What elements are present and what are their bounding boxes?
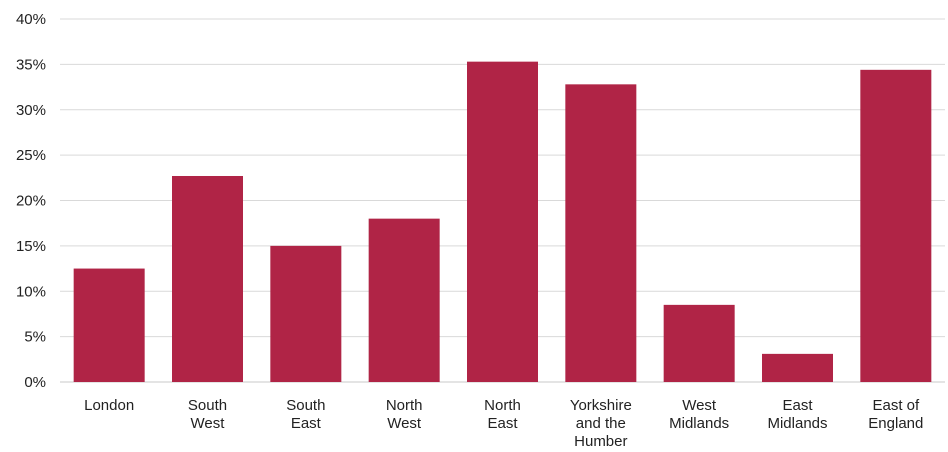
category-label: East of England bbox=[868, 397, 923, 432]
category-label-line: East bbox=[487, 415, 518, 432]
bar bbox=[565, 84, 637, 382]
category-label-line: England bbox=[868, 415, 923, 432]
y-tick-label: 5% bbox=[24, 329, 46, 346]
bar bbox=[860, 69, 932, 382]
category-label-line: North bbox=[386, 397, 423, 414]
y-tick-label: 40% bbox=[16, 11, 46, 28]
category-label: London bbox=[84, 397, 134, 414]
category-label: South East bbox=[286, 397, 325, 432]
category-label-line: Yorkshire bbox=[570, 397, 632, 414]
category-label: Yorkshire and the Humber bbox=[570, 397, 632, 450]
category-label-line: East bbox=[782, 397, 813, 414]
y-tick-label: 35% bbox=[16, 56, 46, 73]
category-label-line: Humber bbox=[574, 433, 627, 450]
y-tick-label: 30% bbox=[16, 102, 46, 119]
category-label-line: South bbox=[286, 397, 325, 414]
bar bbox=[762, 353, 833, 382]
y-tick-label: 25% bbox=[16, 147, 46, 164]
y-axis-tick-labels: 0% 5% 10% 15% 20% 25% 30% 35% 40% bbox=[16, 11, 46, 391]
category-label-line: East bbox=[291, 415, 322, 432]
category-label-line: West bbox=[191, 415, 226, 432]
category-label-line: West bbox=[387, 415, 422, 432]
category-label: North East bbox=[484, 397, 521, 432]
category-label-line: West bbox=[682, 397, 717, 414]
bar bbox=[73, 268, 145, 382]
bar bbox=[368, 218, 440, 382]
y-tick-label: 20% bbox=[16, 193, 46, 210]
y-tick-label: 15% bbox=[16, 238, 46, 255]
y-tick-label: 0% bbox=[24, 374, 46, 391]
y-tick-label: 10% bbox=[16, 283, 46, 300]
bar bbox=[663, 304, 735, 382]
bars bbox=[73, 61, 932, 383]
bar bbox=[172, 175, 243, 382]
bar bbox=[270, 245, 342, 382]
category-label: South West bbox=[188, 397, 227, 432]
category-label-line: London bbox=[84, 397, 134, 414]
category-label: North West bbox=[386, 397, 423, 432]
category-label-line: East of bbox=[872, 397, 920, 414]
category-label-line: Midlands bbox=[767, 415, 827, 432]
category-label: West Midlands bbox=[669, 397, 729, 432]
category-label-line: South bbox=[188, 397, 227, 414]
category-label: East Midlands bbox=[767, 397, 827, 432]
category-label-line: North bbox=[484, 397, 521, 414]
category-label-line: Midlands bbox=[669, 415, 729, 432]
bar bbox=[467, 61, 538, 383]
category-label-line: and the bbox=[576, 415, 626, 432]
